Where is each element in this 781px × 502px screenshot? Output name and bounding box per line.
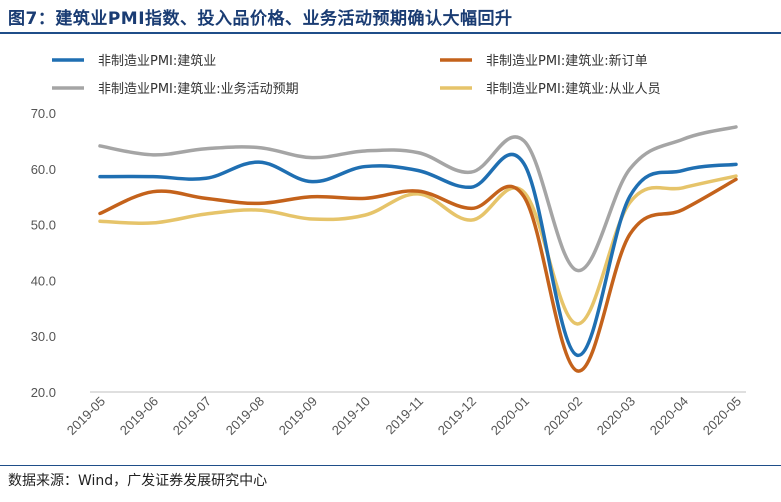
y-tick-label: 70.0 — [31, 106, 56, 121]
x-tick-label: 2019-08 — [223, 394, 267, 438]
legend-label: 非制造业PMI:建筑业:业务活动预期 — [98, 81, 299, 97]
x-tick-label: 2019-09 — [276, 394, 320, 438]
y-tick-label: 60.0 — [31, 162, 56, 177]
x-tick-label: 2020-05 — [700, 394, 744, 438]
x-tick-label: 2020-03 — [594, 394, 638, 438]
y-tick-label: 40.0 — [31, 273, 56, 288]
x-tick-label: 2019-07 — [170, 394, 214, 438]
x-tick-label: 2019-10 — [329, 394, 373, 438]
x-tick-label: 2019-12 — [435, 394, 479, 438]
y-tick-label: 20.0 — [31, 385, 56, 400]
legend-label: 非制造业PMI:建筑业:从业人员 — [486, 81, 661, 97]
series-line-construction-pmi — [98, 152, 738, 357]
y-tick-label: 30.0 — [31, 329, 56, 344]
chart-title: 图7：建筑业PMI指数、投入品价格、业务活动预期确认大幅回升 — [8, 9, 513, 29]
data-source: 数据来源：Wind，广发证券发展研究中心 — [8, 473, 268, 489]
x-tick-label: 2019-11 — [382, 394, 426, 438]
x-tick-label: 2020-01 — [488, 394, 532, 438]
x-tick-label: 2019-05 — [64, 394, 108, 438]
legend-label: 非制造业PMI:建筑业:新订单 — [486, 53, 648, 69]
series-line-business-expectation — [98, 125, 738, 273]
title-divider — [0, 32, 781, 34]
source-divider — [0, 465, 781, 466]
y-tick-label: 50.0 — [31, 218, 56, 233]
x-tick-label: 2020-04 — [647, 394, 691, 438]
series-line-new-orders — [98, 177, 738, 373]
x-tick-label: 2020-02 — [541, 394, 585, 438]
x-tick-label: 2019-06 — [117, 394, 161, 438]
series-line-employment — [98, 174, 738, 326]
legend-label: 非制造业PMI:建筑业 — [98, 53, 216, 69]
